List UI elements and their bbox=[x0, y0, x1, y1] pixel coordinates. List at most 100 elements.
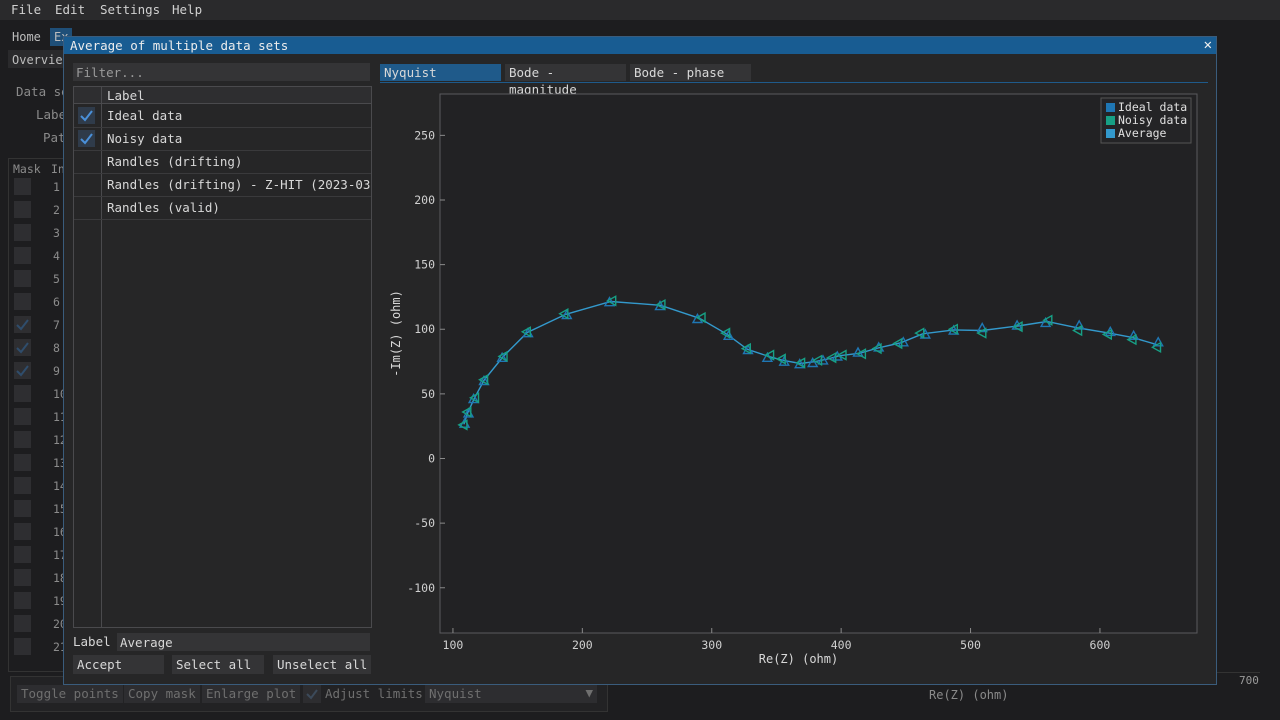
background-label-label: Labe bbox=[36, 107, 67, 122]
y-tick-label: 250 bbox=[414, 128, 435, 142]
menu-edit[interactable]: Edit bbox=[55, 2, 86, 17]
unselect-all-button[interactable]: Unselect all bbox=[273, 655, 371, 674]
background-row-number: 4 bbox=[53, 249, 60, 263]
row-checkbox[interactable] bbox=[78, 107, 95, 124]
background-mask-checkbox[interactable] bbox=[14, 569, 31, 586]
background-mask-checkbox[interactable] bbox=[14, 477, 31, 494]
background-mask-checkbox[interactable] bbox=[14, 615, 31, 632]
background-mask-checkbox[interactable] bbox=[14, 431, 31, 448]
select-all-button[interactable]: Select all bbox=[172, 655, 264, 674]
menu-help[interactable]: Help bbox=[172, 2, 203, 17]
background-x-axis-label: Re(Z) (ohm) bbox=[929, 688, 1009, 702]
legend-swatch bbox=[1106, 129, 1115, 138]
noisy-data-point bbox=[606, 295, 617, 307]
close-icon[interactable]: ✕ bbox=[1203, 37, 1212, 53]
adjust-limits-label: Adjust limits bbox=[325, 686, 423, 701]
background-row-number: 2 bbox=[53, 203, 60, 217]
y-tick-label: -50 bbox=[414, 516, 435, 530]
noisy-data-point bbox=[520, 326, 532, 338]
background-mask-checkbox[interactable] bbox=[14, 500, 31, 517]
tab-overview[interactable]: Overvie bbox=[12, 53, 63, 67]
copy-mask-button[interactable]: Copy mask bbox=[124, 685, 200, 703]
background-mask-checkbox[interactable] bbox=[14, 546, 31, 563]
y-tick-label: 0 bbox=[428, 452, 435, 466]
label-input[interactable] bbox=[117, 633, 370, 651]
ideal-data-point bbox=[561, 309, 573, 320]
plot-type-select[interactable]: Nyquist ▼ bbox=[425, 685, 597, 703]
x-tick-label: 600 bbox=[1090, 638, 1111, 652]
y-tick-label: -100 bbox=[407, 581, 435, 595]
background-mask-checkbox[interactable] bbox=[14, 339, 31, 356]
noisy-data-point bbox=[871, 342, 882, 355]
row-checkbox[interactable] bbox=[78, 153, 95, 170]
background-mask-checkbox[interactable] bbox=[14, 592, 31, 609]
table-row[interactable]: Randles (drifting) bbox=[74, 150, 371, 174]
y-tick-label: 50 bbox=[421, 387, 435, 401]
tab-bode-magnitude[interactable]: Bode - magnitude bbox=[505, 64, 626, 97]
table-row[interactable]: Randles (valid) bbox=[74, 196, 371, 220]
menu-bar: File Edit Settings Help bbox=[0, 0, 1280, 20]
background-row-number: 5 bbox=[53, 272, 60, 286]
adjust-limits-checkbox[interactable] bbox=[303, 685, 321, 703]
toggle-points-button[interactable]: Toggle points bbox=[17, 685, 123, 703]
background-tick: 700 bbox=[1239, 674, 1259, 687]
tab-bode-phase[interactable]: Bode - phase bbox=[630, 64, 751, 81]
tab-home[interactable]: Home bbox=[12, 30, 41, 44]
label-field[interactable] bbox=[117, 633, 370, 651]
background-mask-checkbox[interactable] bbox=[14, 224, 31, 241]
filter-field[interactable] bbox=[73, 63, 370, 81]
noisy-data-point bbox=[740, 342, 751, 355]
background-mask-checkbox[interactable] bbox=[14, 201, 31, 218]
background-mask-checkbox[interactable] bbox=[14, 362, 31, 379]
tab-nyquist[interactable]: Nyquist bbox=[380, 64, 501, 81]
background-mask-checkbox[interactable] bbox=[14, 408, 31, 425]
table-row[interactable]: Randles (drifting) - Z-HIT (2023-03-14 bbox=[74, 173, 371, 197]
data-set-table: Label Ideal data Noisy data Randles (drift… bbox=[73, 86, 372, 628]
check-icon bbox=[16, 342, 29, 354]
enlarge-plot-button[interactable]: Enlarge plot bbox=[202, 685, 301, 703]
nyquist-chart: 100 200 300 400 500 600 -100 -50 0 50 100 150 200 250… bbox=[389, 93, 1198, 666]
noisy-data-point bbox=[892, 337, 903, 350]
row-checkbox[interactable] bbox=[78, 176, 95, 193]
row-label: Noisy data bbox=[107, 131, 183, 146]
background-mask-checkbox[interactable] bbox=[14, 385, 31, 402]
menu-file[interactable]: File bbox=[11, 2, 42, 17]
background-mask-checkbox[interactable] bbox=[14, 293, 31, 310]
mask-column-header: Mask bbox=[13, 162, 41, 176]
ideal-data-point bbox=[807, 356, 819, 368]
background-row-number: 7 bbox=[53, 318, 60, 332]
legend-swatch bbox=[1106, 116, 1115, 125]
noisy-data-point bbox=[836, 349, 847, 361]
noisy-data-point bbox=[1012, 321, 1023, 333]
background-mask-checkbox[interactable] bbox=[14, 316, 31, 333]
background-mask-checkbox[interactable] bbox=[14, 247, 31, 264]
noisy-data-point bbox=[795, 357, 806, 369]
row-label: Randles (drifting) - Z-HIT (2023-03-14 bbox=[107, 177, 372, 192]
plot-tab-bar: Nyquist Bode - magnitude Bode - phase bbox=[380, 64, 1208, 97]
nyquist-plot[interactable]: 100 200 300 400 500 600 -100 -50 0 50 100 150 200 250… bbox=[380, 90, 1208, 670]
background-data-set-label: Data se bbox=[16, 84, 69, 99]
background-mask-checkbox[interactable] bbox=[14, 270, 31, 287]
background-plot-edge bbox=[1213, 124, 1260, 673]
row-checkbox[interactable] bbox=[78, 130, 95, 147]
row-checkbox[interactable] bbox=[78, 199, 95, 216]
filter-input[interactable] bbox=[73, 63, 370, 81]
legend-swatch bbox=[1106, 103, 1115, 112]
background-row-number: 9 bbox=[53, 364, 60, 378]
accept-button[interactable]: Accept bbox=[73, 655, 164, 674]
noisy-data-point bbox=[655, 299, 666, 311]
noisy-data-point bbox=[1150, 341, 1162, 353]
background-mask-checkbox[interactable] bbox=[14, 638, 31, 655]
background-mask-checkbox[interactable] bbox=[14, 178, 31, 195]
table-row[interactable]: Ideal data bbox=[74, 104, 371, 128]
x-tick-label: 400 bbox=[831, 638, 852, 652]
dialog-title-bar: Average of multiple data sets ✕ bbox=[64, 37, 1216, 54]
table-row[interactable]: Noisy data bbox=[74, 127, 371, 151]
legend-label: Noisy data bbox=[1118, 113, 1187, 127]
background-mask-checkbox[interactable] bbox=[14, 523, 31, 540]
background-mask-checkbox[interactable] bbox=[14, 454, 31, 471]
background-row-number: 3 bbox=[53, 226, 60, 240]
noisy-data-point bbox=[764, 349, 775, 361]
menu-settings[interactable]: Settings bbox=[100, 2, 161, 17]
check-icon bbox=[16, 319, 29, 331]
